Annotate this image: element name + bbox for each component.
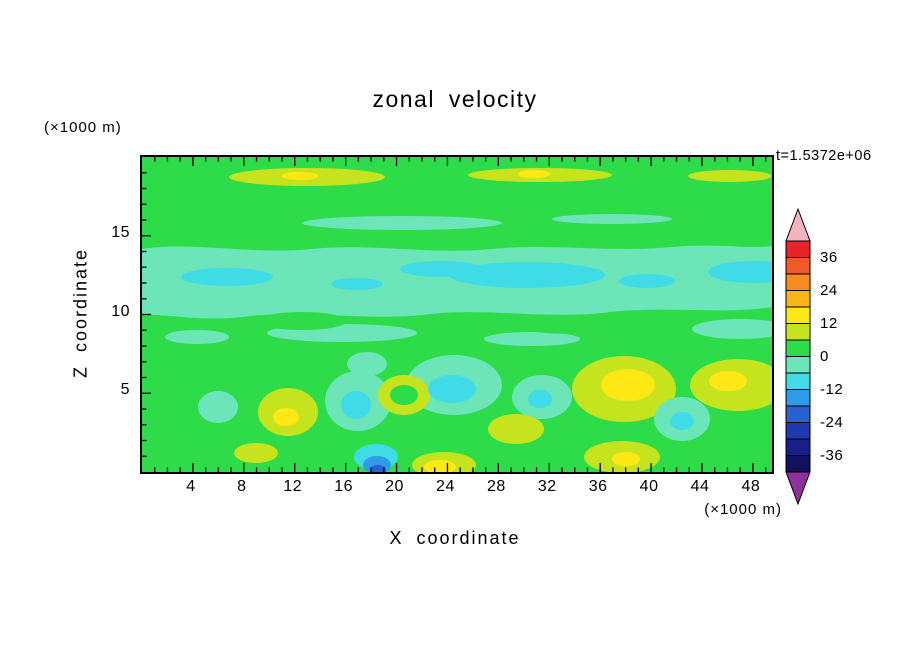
contour-field-svg bbox=[142, 157, 772, 472]
colorbar-tick-label: 24 bbox=[820, 282, 866, 300]
colorbar-tick-label: 36 bbox=[820, 249, 866, 267]
y-tick-label: 15 bbox=[90, 224, 130, 242]
chart-title: zonal velocity bbox=[140, 86, 770, 113]
y-tick-label: 10 bbox=[90, 303, 130, 321]
x-tick-label: 16 bbox=[324, 478, 364, 496]
x-axis-units-label: (×1000 m) bbox=[140, 501, 782, 518]
x-tick-label: 40 bbox=[629, 478, 669, 496]
y-tick-label: 5 bbox=[90, 381, 130, 399]
colorbar bbox=[785, 207, 811, 507]
colorbar-tick-label: -12 bbox=[820, 381, 866, 399]
colorbar-tick-label: -24 bbox=[820, 414, 866, 432]
x-tick-label: 36 bbox=[578, 478, 618, 496]
y-axis-units-label: (×1000 m) bbox=[44, 119, 122, 136]
x-tick-label: 12 bbox=[273, 478, 313, 496]
colorbar-tick-label: 12 bbox=[820, 315, 866, 333]
x-tick-label: 48 bbox=[731, 478, 771, 496]
plot-area bbox=[140, 155, 774, 474]
x-tick-label: 20 bbox=[375, 478, 415, 496]
x-tick-label: 28 bbox=[476, 478, 516, 496]
x-tick-label: 4 bbox=[171, 478, 211, 496]
colorbar-svg bbox=[785, 207, 811, 507]
timestamp-label: t=1.5372e+06 bbox=[776, 148, 872, 164]
colorbar-tick-label: -36 bbox=[820, 447, 866, 465]
x-tick-label: 44 bbox=[680, 478, 720, 496]
x-tick-label: 32 bbox=[527, 478, 567, 496]
colorbar-tick-label: 0 bbox=[820, 348, 866, 366]
x-tick-label: 8 bbox=[222, 478, 262, 496]
x-tick-label: 24 bbox=[425, 478, 465, 496]
x-axis-title: X coordinate bbox=[140, 528, 770, 549]
